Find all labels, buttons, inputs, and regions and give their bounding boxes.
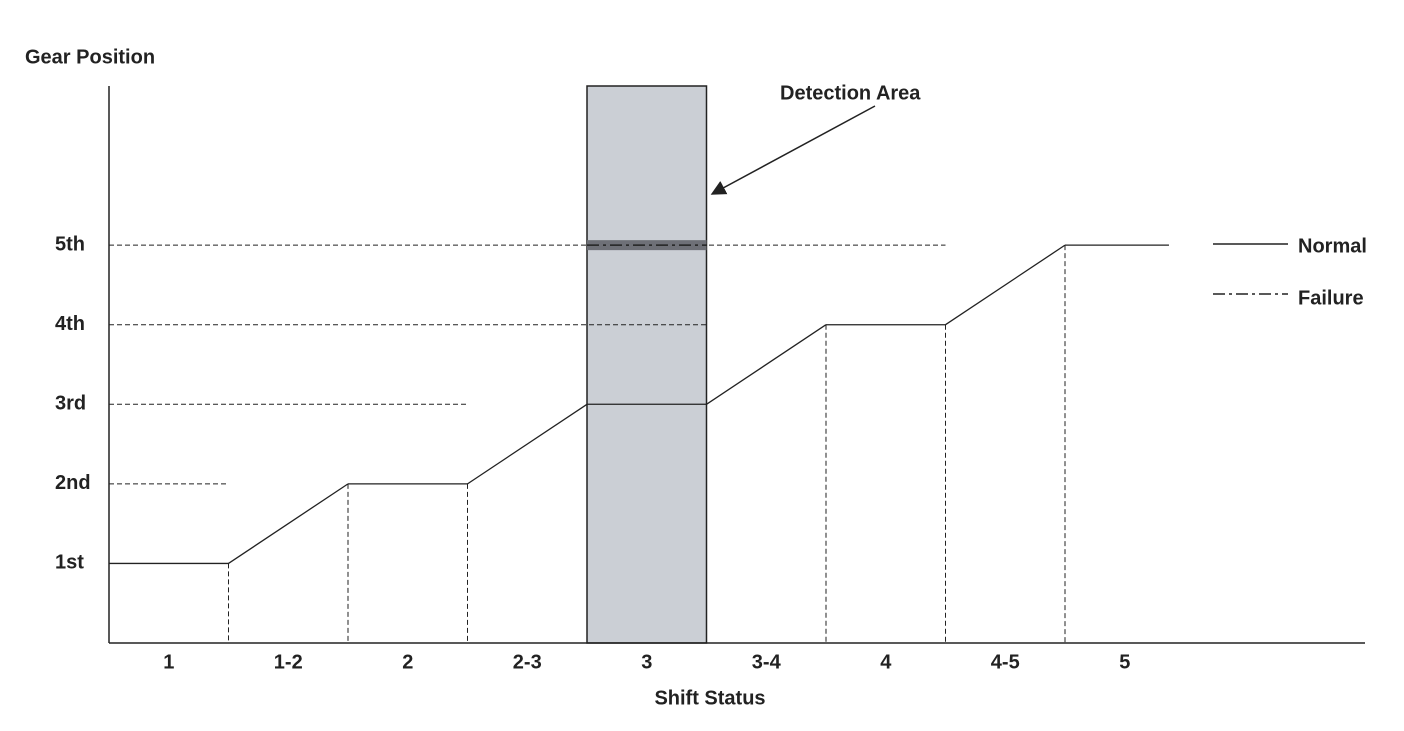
failure-band xyxy=(587,240,707,251)
y-tick-label: 2nd xyxy=(55,472,91,494)
x-tick-label: 1-2 xyxy=(274,651,303,673)
y-axis-label: Gear Position xyxy=(25,46,155,68)
legend-label: Normal xyxy=(1298,235,1367,257)
normal-line xyxy=(945,244,1066,326)
y-tick-label: 3rd xyxy=(55,393,86,415)
x-tick-label: 3 xyxy=(641,651,652,673)
normal-line xyxy=(706,324,827,405)
normal-line xyxy=(228,483,349,564)
y-tick-label: 4th xyxy=(55,313,85,335)
x-tick-label: 1 xyxy=(163,651,174,673)
legend-label: Failure xyxy=(1298,287,1364,309)
x-tick-label: 2 xyxy=(402,651,413,673)
x-tick-label: 5 xyxy=(1119,651,1130,673)
x-tick-label: 4 xyxy=(880,651,892,673)
annotation: Detection Area xyxy=(780,82,921,104)
normal-line xyxy=(467,403,588,485)
y-tick-label: 1st xyxy=(55,552,84,574)
x-tick-label: 4-5 xyxy=(991,651,1020,673)
x-tick-label: 2-3 xyxy=(513,651,542,673)
annotation-arrow xyxy=(710,105,876,195)
y-tick-label: 5th xyxy=(55,233,85,255)
detection-area xyxy=(586,85,708,644)
x-axis-label: Shift Status xyxy=(654,687,765,709)
x-tick-label: 3-4 xyxy=(752,651,782,673)
